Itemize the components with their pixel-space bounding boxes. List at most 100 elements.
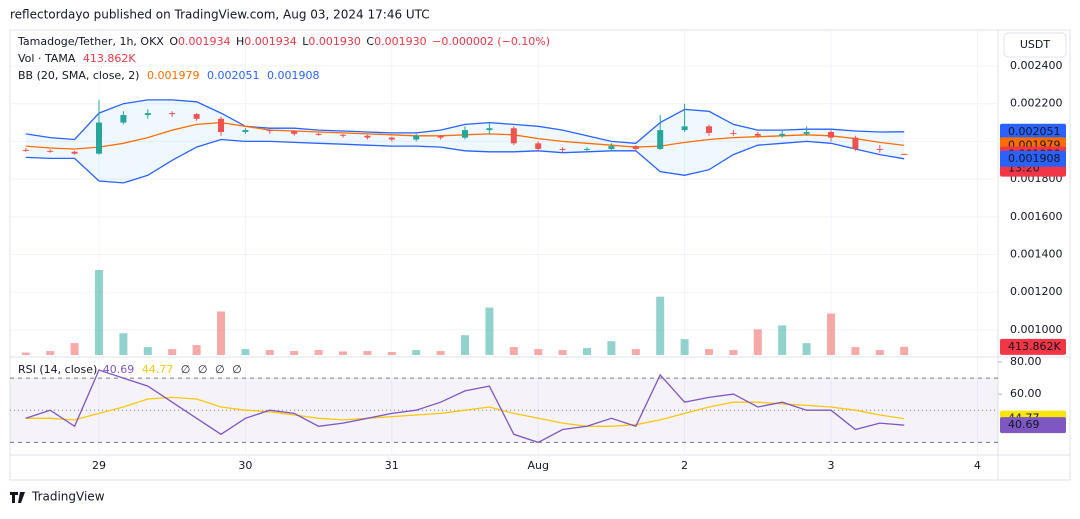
- volume-bar: [290, 351, 299, 355]
- x-tick-label: 31: [385, 459, 399, 472]
- ohlc-value: 0.001930: [374, 35, 427, 48]
- candle-body: [22, 149, 29, 151]
- volume-bar: [387, 352, 396, 355]
- y-tick-label: 0.001600: [1010, 210, 1063, 223]
- rsi-value: ∅: [232, 363, 242, 376]
- candle-body: [437, 135, 444, 138]
- volume-bar: [900, 346, 909, 355]
- rsi-ma-line: [25, 396, 905, 427]
- volume-bar: [412, 350, 421, 355]
- y-tick-label: 0.001400: [1010, 248, 1063, 261]
- volume-bar: [265, 350, 274, 355]
- ohlc-value: 0.001934: [178, 35, 231, 48]
- volume-bar: [436, 351, 445, 355]
- rsi-tick-label: 60.00: [1010, 387, 1042, 400]
- candle-body: [608, 146, 615, 149]
- candle-body: [47, 150, 54, 152]
- price-badge: [1000, 150, 1066, 167]
- volume-bar: [217, 311, 225, 355]
- y-tick-label: 0.002200: [1010, 97, 1063, 110]
- x-tick-label: 4: [974, 459, 981, 472]
- ohlc-value: 0.001930: [308, 35, 361, 48]
- volume-bar: [509, 347, 518, 355]
- y-tick-label: 0.001200: [1010, 285, 1063, 298]
- candle-body: [96, 122, 102, 154]
- publish-title: reflectordayo published on TradingView.c…: [10, 8, 430, 22]
- y-tick-label: 0.002400: [1010, 59, 1063, 72]
- volume-bar: [192, 345, 201, 355]
- bb-label: BB (20, SMA, close, 2): [18, 69, 139, 82]
- candle-body: [242, 130, 249, 132]
- ohlc-key: O: [169, 35, 178, 48]
- x-tick-label: 30: [238, 459, 252, 472]
- candle-body: [486, 128, 493, 131]
- candle-body: [340, 134, 346, 136]
- x-tick-label: 2: [681, 459, 688, 472]
- volume-bar: [729, 350, 738, 355]
- volume-bar: [461, 335, 469, 355]
- volume-bar: [339, 351, 347, 355]
- rsi-legend: RSI (14, close) 40.69 44.77 ∅ ∅ ∅ ∅: [18, 363, 242, 376]
- candle-body: [706, 126, 712, 133]
- ohlc-key: L: [302, 35, 309, 48]
- currency-button[interactable]: [1003, 32, 1067, 58]
- volume-bar: [363, 351, 372, 355]
- volume-bar: [143, 347, 152, 355]
- ohlc-value: 0.001934: [244, 35, 297, 48]
- candle-body: [559, 148, 566, 150]
- volume-legend: Vol · TAMA 413.862K: [18, 52, 136, 65]
- volume-bar: [241, 349, 250, 355]
- price-badge-label: 0.001908: [1008, 152, 1061, 165]
- volume-label: Vol · TAMA: [18, 52, 76, 65]
- brand-name: TradingView: [31, 490, 105, 504]
- y-tick-label: 0.001000: [1010, 323, 1063, 336]
- ohlc-key: H: [236, 35, 244, 48]
- candle-body: [388, 137, 395, 140]
- change: −0.000002 (−0.10%): [432, 35, 550, 48]
- currency-label[interactable]: USDT: [1020, 38, 1051, 51]
- volume-bar: [95, 270, 103, 355]
- candle-body: [876, 148, 883, 150]
- candle-body: [169, 113, 176, 115]
- x-tick-label: 29: [92, 459, 106, 472]
- bb-value: 0.002051: [207, 69, 260, 82]
- x-tick-label: 3: [828, 459, 835, 472]
- candle-body: [535, 143, 542, 149]
- plot: [10, 30, 998, 455]
- volume-bar: [705, 349, 713, 355]
- rsi-value: 44.77: [142, 363, 174, 376]
- candle-body: [828, 131, 834, 138]
- candle-body: [218, 118, 224, 132]
- candle-body: [803, 131, 810, 134]
- candle-body: [71, 151, 78, 154]
- rsi-label: RSI (14, close): [18, 363, 97, 376]
- candle-body: [193, 114, 200, 119]
- candle-body: [730, 132, 737, 134]
- candle-body: [315, 133, 322, 135]
- volume-bar: [680, 339, 689, 355]
- volume-bar: [631, 349, 640, 355]
- x-tick-label: Aug: [527, 459, 548, 472]
- volume-bar: [119, 333, 128, 355]
- volume-bar: [656, 296, 665, 355]
- volume-bar: [314, 350, 323, 355]
- volume-bar: [875, 350, 884, 355]
- rsi-tick-label: 80.00: [1010, 355, 1042, 368]
- ohlc-key: C: [366, 35, 374, 48]
- volume-bar: [778, 325, 787, 355]
- bb-value: 0.001979: [147, 69, 200, 82]
- volume-bar: [70, 343, 79, 355]
- candle-body: [413, 135, 420, 140]
- bb-lower: [25, 138, 905, 184]
- candle-body: [681, 126, 688, 131]
- volume-bar: [21, 352, 30, 355]
- price-badge-label: 40.69: [1008, 418, 1040, 431]
- volume-bar: [851, 347, 860, 355]
- volume-bar: [168, 349, 177, 355]
- volume-bar: [827, 313, 835, 355]
- rsi-value: ∅: [181, 363, 191, 376]
- candle-body: [584, 148, 590, 150]
- volume-bar: [558, 350, 567, 355]
- price-badge: [1000, 417, 1066, 434]
